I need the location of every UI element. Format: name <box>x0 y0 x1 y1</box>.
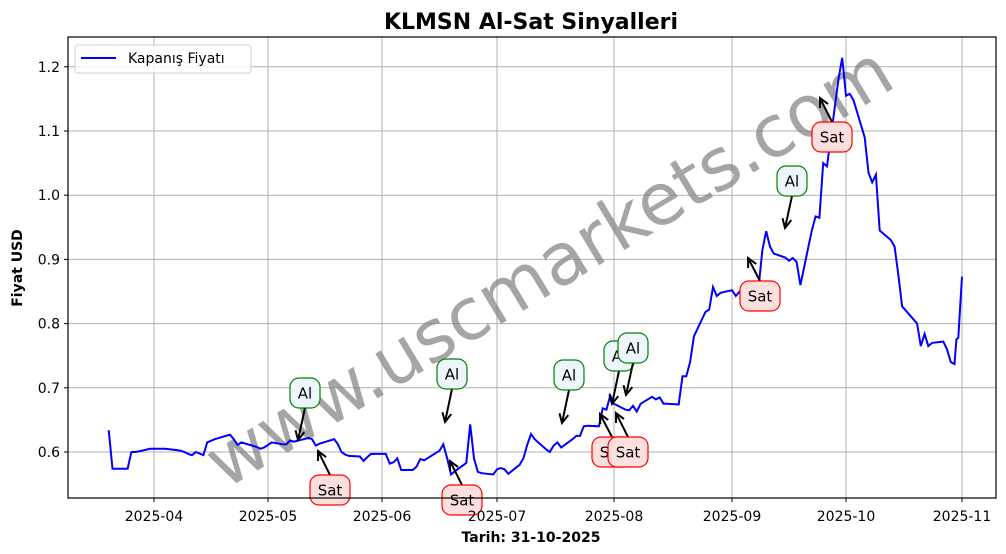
sell-label-box <box>607 436 649 468</box>
buy-signal: Al <box>289 377 321 443</box>
grid-lines <box>68 37 996 498</box>
sell-signal: Sat <box>739 256 781 312</box>
signal-label: Sat <box>318 482 343 500</box>
buy-signal: Al <box>776 165 808 231</box>
x-tick-label: 2025-05 <box>239 509 298 525</box>
x-tick-label: 2025-06 <box>353 509 412 525</box>
x-tick-label: 2025-08 <box>585 509 644 525</box>
sell-label-box <box>811 121 853 153</box>
buy-label-box <box>436 358 468 390</box>
x-tick-label: 2025-07 <box>468 509 527 525</box>
sell-signal: Sat <box>811 96 853 153</box>
x-tick-label: 2025-04 <box>125 509 184 525</box>
y-tick-label: 0.8 <box>38 317 60 333</box>
y-tick-label: 0.6 <box>38 445 60 461</box>
y-tick-label: 0.9 <box>38 252 60 268</box>
buy-label-box <box>776 165 808 197</box>
buy-label-box <box>553 359 585 391</box>
signal-label: Al <box>298 385 312 403</box>
buy-label-box <box>617 332 649 364</box>
x-axis-label: Tarih: 31-10-2025 <box>462 530 601 546</box>
plot-frame <box>67 36 997 499</box>
signal-label: Sat <box>820 129 845 147</box>
y-tick-label: 0.7 <box>38 381 60 397</box>
signal-label: Al <box>562 367 576 385</box>
chart-title: KLMSN Al-Sat Sinyalleri <box>384 10 678 35</box>
y-tick-label: 1.2 <box>38 60 60 76</box>
buy-label-box <box>289 377 321 409</box>
watermark: www.uscmarkets.com <box>190 28 906 504</box>
y-tick-label: 1.1 <box>38 124 60 140</box>
sell-signal: Sat <box>441 458 483 516</box>
x-tick-label: 2025-10 <box>817 509 876 525</box>
y-tick-label: 1.0 <box>38 188 60 204</box>
x-tick-label: 2025-11 <box>933 509 992 525</box>
legend-label: Kapanış Fiyatı <box>128 51 225 67</box>
signal-label: Al <box>626 340 640 358</box>
sell-label-box <box>441 484 483 516</box>
signal-label: Al <box>785 173 799 191</box>
sell-signal: Sat <box>607 411 649 468</box>
x-tick-label: 2025-09 <box>703 509 762 525</box>
buy-signal: Al <box>617 332 649 398</box>
signal-label: Al <box>445 366 459 384</box>
legend-box <box>74 44 252 74</box>
sell-signal: Sat <box>309 448 351 506</box>
x-axis-ticks: 2025-04 2025-05 2025-06 2025-07 2025-08 2025-… <box>125 498 992 525</box>
buy-signal: Al <box>553 359 585 426</box>
y-axis-label: Fiyat USD <box>10 229 26 307</box>
signal-label: Sat <box>450 492 475 510</box>
legend: Kapanış Fiyatı <box>74 44 252 74</box>
sell-label-box <box>739 280 781 312</box>
signal-label: Sat <box>616 444 641 462</box>
signal-label: Sat <box>748 288 773 306</box>
buy-signal: Al <box>436 358 468 425</box>
y-axis-ticks: 0.6 0.7 0.8 0.9 1.0 1.1 1.2 <box>38 60 68 461</box>
